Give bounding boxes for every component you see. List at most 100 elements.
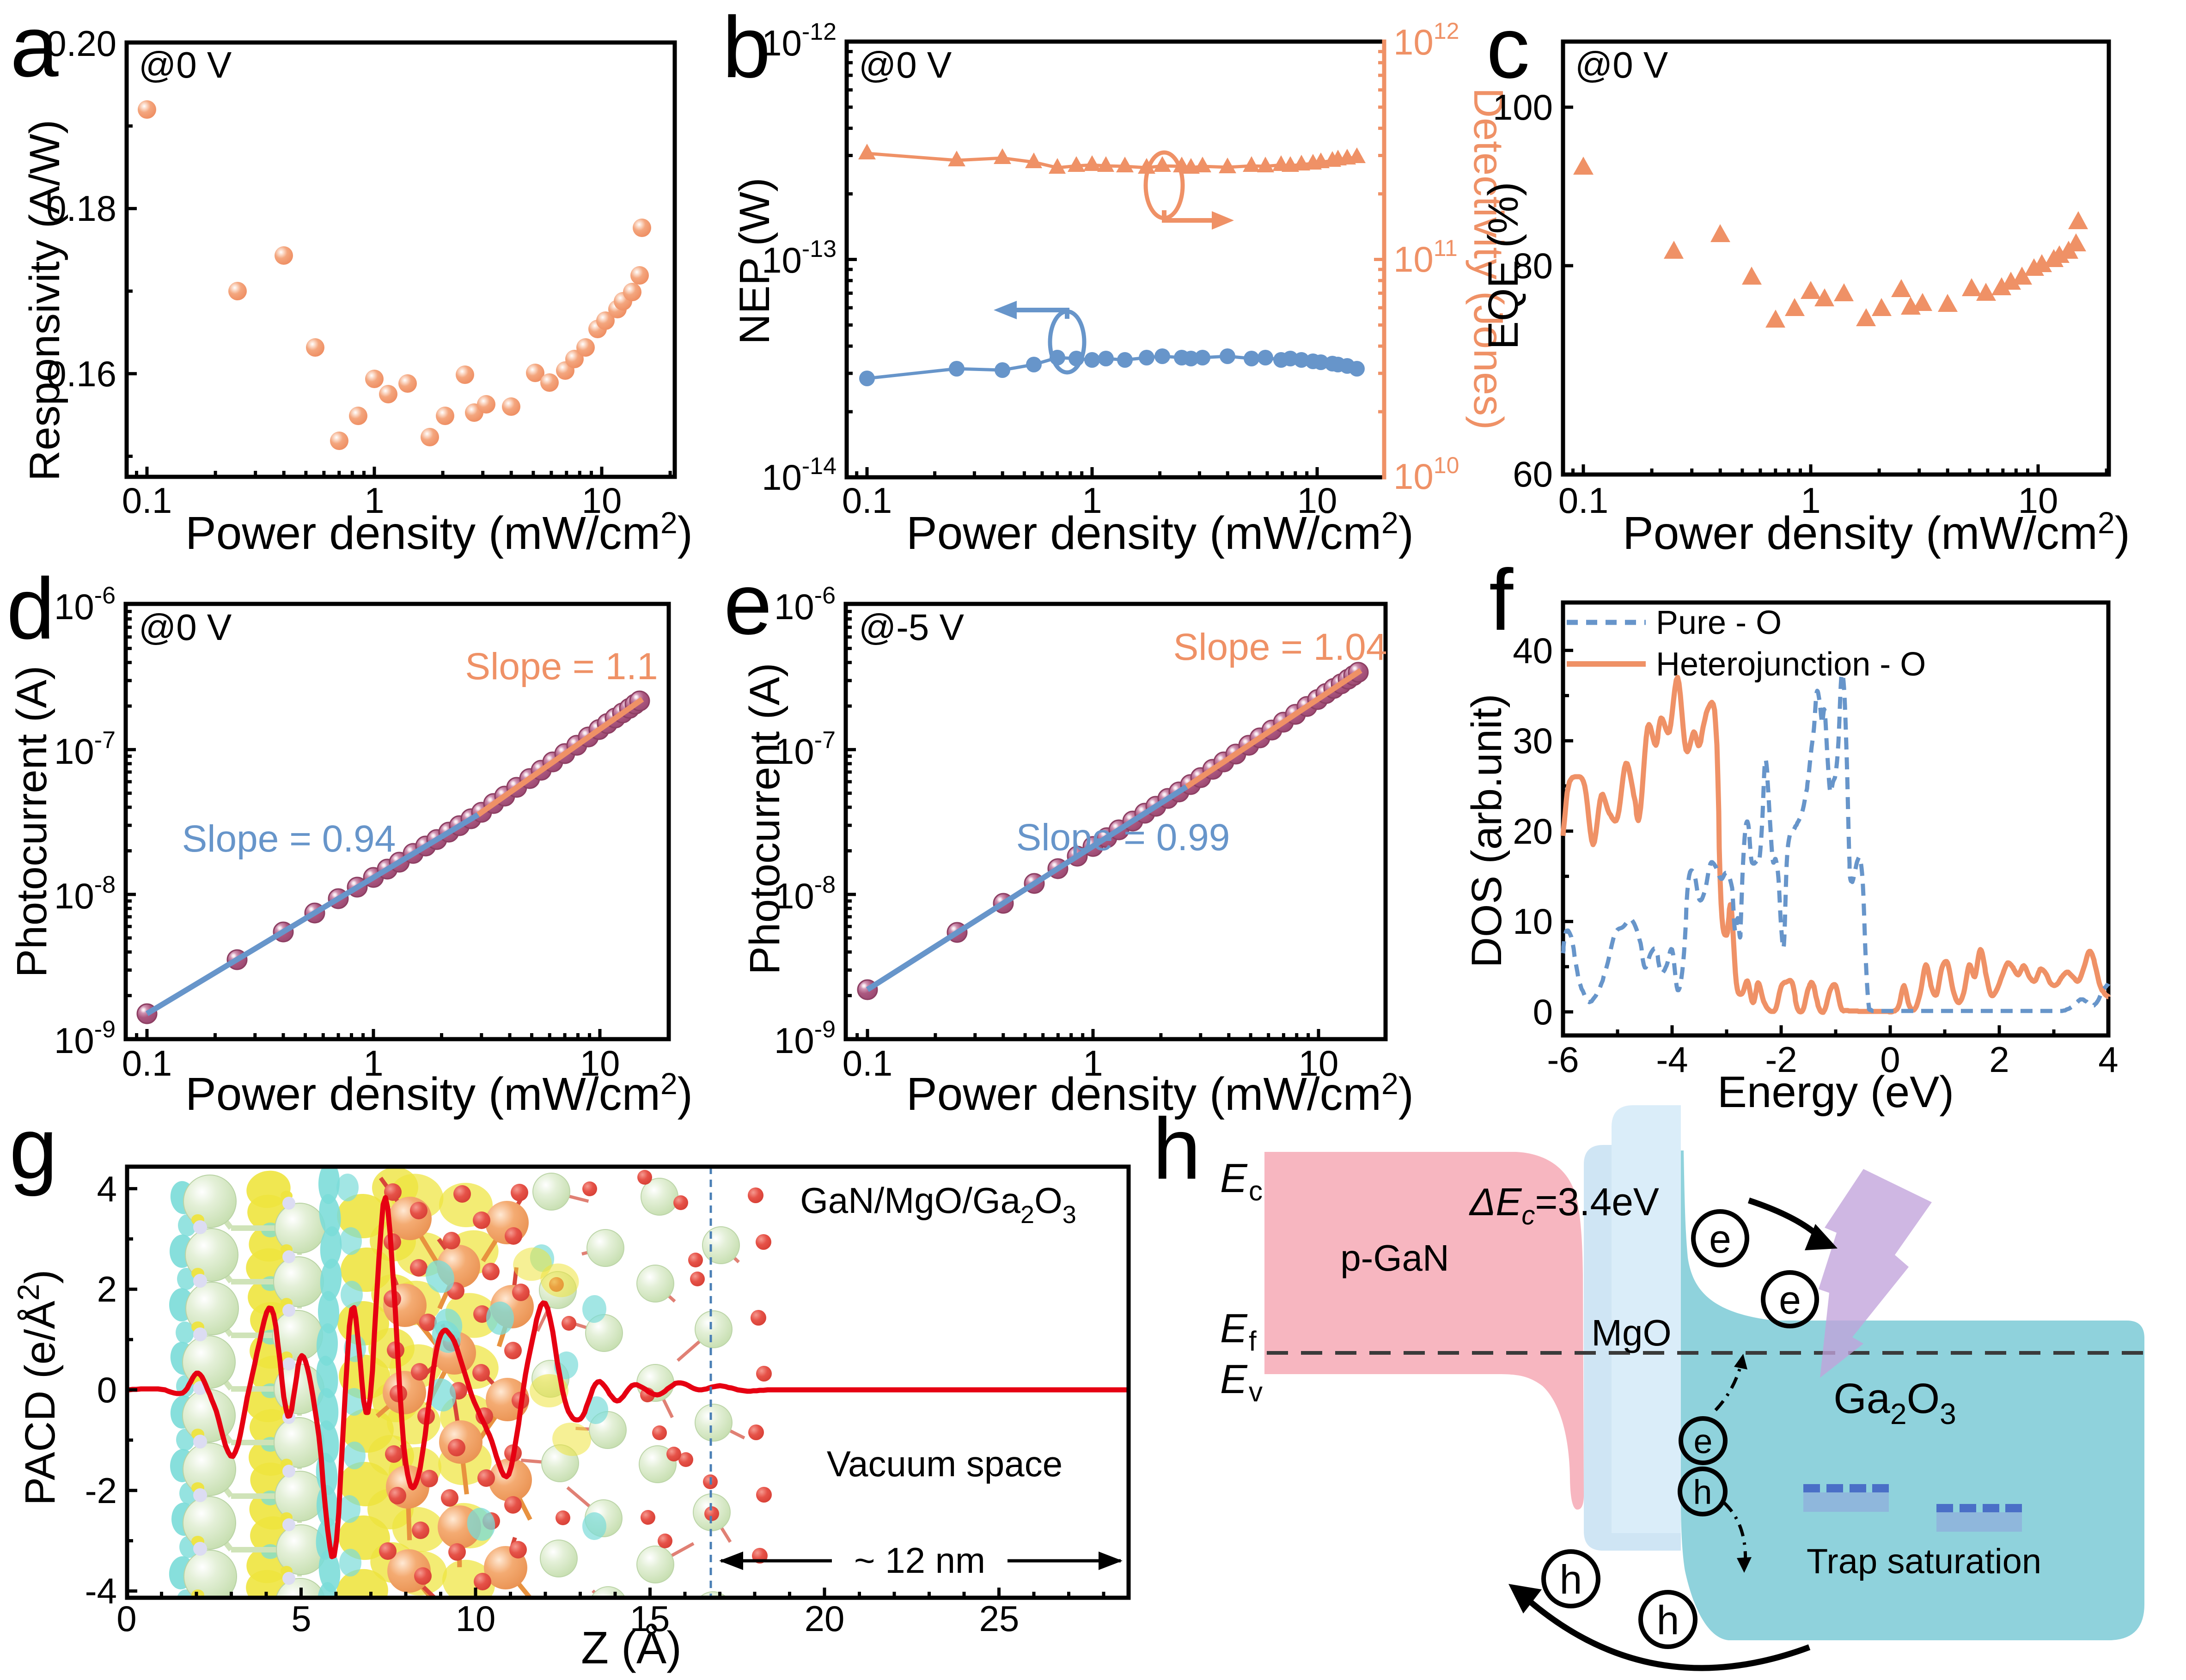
svg-text:1: 1: [1801, 480, 1820, 521]
svg-text:10-7: 10-7: [774, 727, 836, 772]
svg-text:10-8: 10-8: [774, 871, 836, 916]
svg-text:e: e: [1693, 1422, 1712, 1461]
svg-text:Photocurrent (A): Photocurrent (A): [741, 663, 788, 975]
svg-text:20: 20: [805, 1598, 845, 1639]
svg-text:Z (Å): Z (Å): [581, 1622, 682, 1673]
svg-text:15: 15: [630, 1598, 670, 1639]
svg-text:80: 80: [1513, 245, 1553, 286]
svg-text:60: 60: [1513, 454, 1553, 494]
svg-text:g: g: [9, 1100, 58, 1197]
svg-text:Detectivity (Jones): Detectivity (Jones): [1465, 88, 1511, 430]
svg-text:20: 20: [1513, 811, 1553, 852]
svg-text:h: h: [1657, 1597, 1679, 1643]
svg-text:Slope = 1.04: Slope = 1.04: [1173, 626, 1387, 668]
svg-text:E: E: [1220, 1155, 1248, 1201]
svg-text:0.18: 0.18: [46, 188, 116, 229]
svg-text:d: d: [6, 560, 55, 657]
svg-text:e: e: [1709, 1217, 1731, 1261]
svg-text:DOS (arb.unit): DOS (arb.unit): [1463, 694, 1510, 968]
svg-text:10: 10: [1299, 1043, 1339, 1083]
svg-text:f: f: [1489, 551, 1514, 648]
svg-text:10-14: 10-14: [762, 453, 837, 498]
svg-text:1: 1: [1083, 1043, 1103, 1083]
svg-text:-4: -4: [85, 1570, 117, 1611]
svg-text:0: 0: [116, 1598, 136, 1639]
svg-text:10: 10: [580, 1043, 620, 1083]
svg-text:0.1: 0.1: [843, 1043, 892, 1083]
svg-text:5: 5: [291, 1598, 311, 1639]
svg-text:2: 2: [1989, 1039, 2009, 1080]
svg-text:0.20: 0.20: [46, 23, 116, 64]
svg-text:@0 V: @0 V: [139, 607, 232, 648]
svg-text:e: e: [724, 555, 772, 652]
svg-text:0.1: 0.1: [1558, 480, 1608, 521]
svg-text:1: 1: [364, 480, 384, 521]
svg-text:@-5 V: @-5 V: [859, 607, 965, 648]
svg-text:Slope = 0.94: Slope = 0.94: [182, 818, 396, 860]
svg-text:-2: -2: [85, 1470, 117, 1511]
svg-text:h: h: [1693, 1473, 1712, 1511]
svg-text:Power density (mW/cm2): Power density (mW/cm2): [906, 505, 1414, 559]
svg-text:Ga2O3: Ga2O3: [1833, 1375, 1956, 1430]
svg-text:Heterojunction - O: Heterojunction - O: [1656, 646, 1926, 683]
svg-text:e: e: [1779, 1278, 1801, 1322]
svg-text:0.1: 0.1: [122, 1043, 172, 1083]
svg-text:Photocurrent (A): Photocurrent (A): [8, 666, 55, 978]
svg-text:0.1: 0.1: [842, 480, 892, 521]
svg-text:c: c: [1486, 0, 1530, 96]
svg-text:b: b: [722, 0, 771, 96]
svg-text:Power density (mW/cm2): Power density (mW/cm2): [185, 505, 693, 559]
svg-text:h: h: [1560, 1557, 1582, 1602]
svg-text:Power density (mW/cm2): Power density (mW/cm2): [185, 1066, 693, 1120]
svg-text:Vacuum space: Vacuum space: [827, 1443, 1062, 1484]
svg-text:NEP (W): NEP (W): [731, 177, 778, 344]
svg-text:100: 100: [1493, 87, 1553, 128]
svg-text:2: 2: [97, 1269, 117, 1309]
svg-text:a: a: [10, 0, 59, 95]
svg-text:PACD (e/Å2): PACD (e/Å2): [11, 1270, 64, 1505]
svg-text:10: 10: [582, 480, 622, 521]
svg-text:10: 10: [456, 1598, 496, 1639]
svg-text:-4: -4: [1656, 1039, 1688, 1080]
svg-text:30: 30: [1513, 720, 1553, 761]
svg-text:0: 0: [1533, 992, 1553, 1032]
svg-text:40: 40: [1513, 630, 1553, 671]
svg-text:1: 1: [363, 1043, 383, 1083]
svg-text:Pure - O: Pure - O: [1656, 604, 1782, 641]
svg-text:10-12: 10-12: [762, 18, 837, 63]
svg-text:ΔEc=3.4eV: ΔEc=3.4eV: [1469, 1180, 1659, 1230]
svg-text:4: 4: [97, 1169, 117, 1209]
svg-text:10-6: 10-6: [774, 582, 836, 627]
svg-text:0: 0: [1880, 1039, 1900, 1080]
svg-text:Power density (mW/cm2): Power density (mW/cm2): [906, 1066, 1414, 1120]
svg-text:p-GaN: p-GaN: [1340, 1237, 1449, 1278]
svg-text:MgO: MgO: [1591, 1312, 1671, 1353]
svg-text:0.1: 0.1: [122, 480, 172, 521]
svg-text:4: 4: [2098, 1039, 2118, 1080]
svg-text:10: 10: [1513, 901, 1553, 942]
svg-text:Responsivity (A/W): Responsivity (A/W): [21, 120, 68, 481]
svg-text:Power density (mW/cm2): Power density (mW/cm2): [1623, 505, 2130, 559]
svg-text:10: 10: [2018, 480, 2058, 521]
svg-text:1: 1: [1082, 480, 1102, 521]
svg-text:0: 0: [97, 1370, 117, 1410]
svg-text:-6: -6: [1547, 1039, 1579, 1080]
svg-text:h: h: [1153, 1100, 1201, 1197]
svg-text:@0 V: @0 V: [859, 44, 952, 85]
svg-text:10: 10: [1297, 480, 1337, 521]
svg-text:Slope = 1.1: Slope = 1.1: [465, 645, 658, 688]
svg-text:~ 12 nm: ~ 12 nm: [854, 1540, 985, 1581]
svg-text:E: E: [1220, 1356, 1248, 1402]
svg-text:Energy (eV): Energy (eV): [1717, 1067, 1954, 1117]
svg-text:@0 V: @0 V: [139, 44, 232, 85]
svg-text:-2: -2: [1765, 1039, 1797, 1080]
svg-text:@0 V: @0 V: [1575, 44, 1668, 85]
svg-text:f: f: [1249, 1326, 1257, 1357]
svg-text:EQE (%): EQE (%): [1480, 182, 1527, 350]
svg-text:0.16: 0.16: [46, 353, 116, 394]
svg-text:25: 25: [979, 1598, 1020, 1639]
svg-text:Trap saturation: Trap saturation: [1807, 1542, 2041, 1581]
svg-text:v: v: [1249, 1376, 1263, 1407]
svg-text:c: c: [1249, 1175, 1263, 1206]
svg-text:Slope = 0.99: Slope = 0.99: [1016, 816, 1230, 858]
